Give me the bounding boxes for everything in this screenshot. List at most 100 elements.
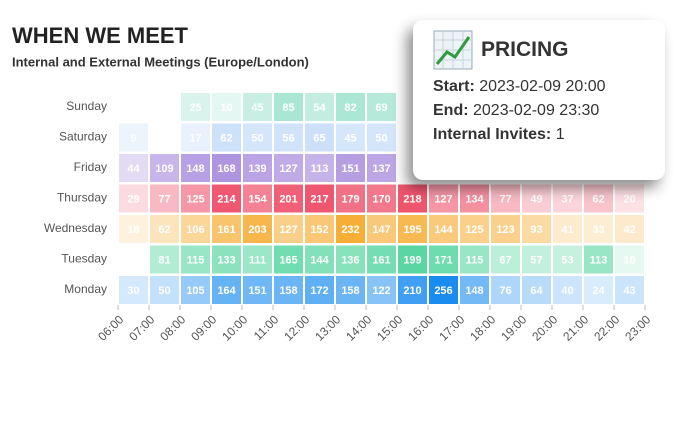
heat-cell xyxy=(150,184,179,213)
heat-cell xyxy=(181,93,210,121)
heat-cell xyxy=(553,245,582,274)
cell-label: 217 xyxy=(310,193,328,205)
heat-cell xyxy=(150,215,179,243)
heat-cell xyxy=(181,245,210,274)
cell-label: 53 xyxy=(561,254,573,266)
cell-label: 136 xyxy=(341,254,359,266)
cell-label: 50 xyxy=(251,132,263,144)
heat-cell xyxy=(522,215,551,243)
heat-cell xyxy=(243,184,272,213)
heat-cell xyxy=(460,276,489,304)
cell-label: 199 xyxy=(403,254,421,266)
heat-cell xyxy=(553,215,582,243)
tooltip-title: PRICING xyxy=(481,38,569,61)
heat-cell xyxy=(212,154,241,182)
cell-label: 109 xyxy=(155,163,173,175)
cell-label: 10 xyxy=(623,254,635,266)
tooltip-rows: Start: 2023-02-09 20:00 End: 2023-02-09 2… xyxy=(433,78,645,144)
heat-cell xyxy=(305,215,334,243)
y-tick-label: Monday xyxy=(64,282,107,296)
heat-cell xyxy=(243,245,272,274)
y-tick-label: Saturday xyxy=(59,130,107,144)
x-tick-label: 18:00 xyxy=(467,312,498,343)
heat-cell xyxy=(212,184,241,213)
heat-cell xyxy=(274,154,303,182)
cell-label: 77 xyxy=(499,193,511,205)
heat-cell xyxy=(119,184,148,213)
x-tick-label: 23:00 xyxy=(622,312,653,343)
cell-label: 37 xyxy=(561,193,573,205)
heat-cell xyxy=(212,215,241,243)
heat-cell xyxy=(491,184,520,213)
cell-label: 81 xyxy=(158,254,170,266)
heat-cell xyxy=(212,276,241,304)
cell-label: 170 xyxy=(372,193,390,205)
cell-label: 214 xyxy=(217,193,236,205)
cell-label: 134 xyxy=(465,193,484,205)
cell-label: 210 xyxy=(403,285,421,297)
cell-label: 113 xyxy=(311,163,329,175)
heat-cell xyxy=(460,215,489,243)
cell-label: 54 xyxy=(313,102,326,114)
heat-cell xyxy=(398,245,427,274)
tooltip-value: 2023-02-09 23:30 xyxy=(473,102,600,119)
cell-label: 42 xyxy=(623,224,635,236)
heat-cell xyxy=(336,93,365,121)
heat-cell xyxy=(491,245,520,274)
x-tick-label: 06:00 xyxy=(95,312,126,343)
cell-label: 133 xyxy=(217,254,235,266)
cell-label: 45 xyxy=(251,102,263,114)
heat-cell xyxy=(274,93,303,121)
x-tick-label: 12:00 xyxy=(281,312,312,343)
heat-cell xyxy=(491,215,520,243)
cell-label: 65 xyxy=(313,132,325,144)
heat-cell xyxy=(553,184,582,213)
cell-label: 115 xyxy=(466,254,484,266)
cell-label: 165 xyxy=(279,254,297,266)
heat-cell xyxy=(615,245,644,274)
cell-label: 43 xyxy=(623,285,635,297)
cell-label: 147 xyxy=(372,224,390,236)
cell-label: 151 xyxy=(248,285,266,297)
cell-label: 171 xyxy=(434,254,452,266)
cell-label: 45 xyxy=(344,132,356,144)
heat-cell xyxy=(367,215,396,243)
cell-label: 17 xyxy=(189,132,201,144)
cell-label: 127 xyxy=(434,193,452,205)
heat-cell xyxy=(491,276,520,304)
tooltip: PRICING Start: 2023-02-09 20:00 End: 2023… xyxy=(413,20,665,180)
heat-cell xyxy=(336,154,365,182)
cell-label: 105 xyxy=(186,285,204,297)
cell-label: 67 xyxy=(499,254,511,266)
heat-cell xyxy=(274,245,303,274)
heat-cell xyxy=(305,184,334,213)
cell-label: 85 xyxy=(282,102,294,114)
tooltip-label: End: xyxy=(433,102,469,119)
heat-cell xyxy=(429,276,458,304)
heat-cell xyxy=(398,276,427,304)
y-tick-label: Sunday xyxy=(66,99,107,113)
cell-label: 161 xyxy=(217,224,235,236)
cell-label: 201 xyxy=(279,193,297,205)
cell-label: 203 xyxy=(248,224,266,236)
y-tick-label: Friday xyxy=(74,160,107,174)
heat-cell xyxy=(181,276,210,304)
heat-cell xyxy=(336,215,365,243)
x-tick-label: 21:00 xyxy=(560,312,591,343)
heat-cell xyxy=(336,123,365,152)
chart-title: WHEN WE MEET xyxy=(12,23,189,48)
x-tick-label: 10:00 xyxy=(219,312,250,343)
heat-cell xyxy=(305,123,334,152)
cell-label: 41 xyxy=(561,224,573,236)
cell-label: 152 xyxy=(310,224,328,236)
heat-cell xyxy=(243,154,272,182)
heat-cell xyxy=(367,154,396,182)
cell-label: 10 xyxy=(220,102,232,114)
cell-label: 148 xyxy=(465,285,483,297)
tooltip-label: Start: xyxy=(433,78,475,95)
cell-label: 50 xyxy=(375,132,387,144)
heat-cell xyxy=(150,245,179,274)
heat-cell xyxy=(150,276,179,304)
cell-label: 148 xyxy=(186,163,204,175)
heat-cell xyxy=(243,123,272,152)
